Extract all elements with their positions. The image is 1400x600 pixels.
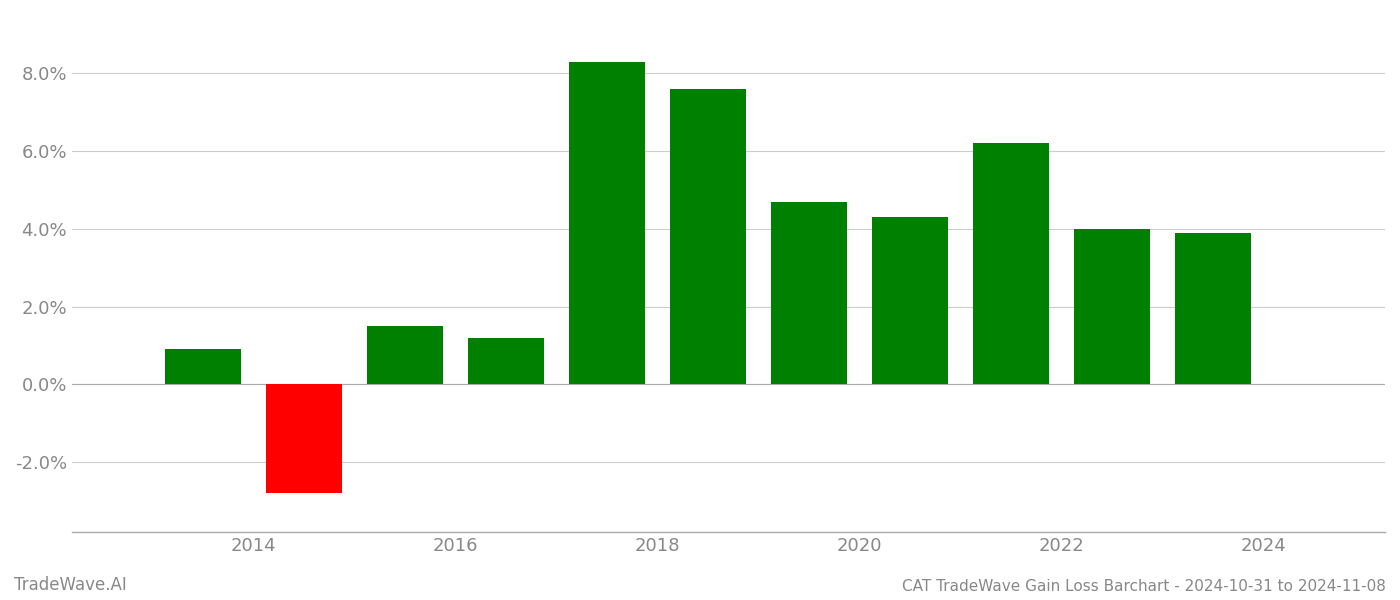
Bar (1074, 229, 1151, 385)
Bar (165, 349, 241, 385)
Text: TradeWave.AI: TradeWave.AI (14, 576, 127, 594)
Bar (872, 217, 948, 385)
Bar (1176, 233, 1252, 385)
Bar (469, 338, 545, 385)
Bar (671, 89, 746, 385)
Bar (367, 326, 444, 385)
Text: CAT TradeWave Gain Loss Barchart - 2024-10-31 to 2024-11-08: CAT TradeWave Gain Loss Barchart - 2024-… (902, 579, 1386, 594)
Bar (771, 202, 847, 385)
Bar (973, 143, 1049, 385)
Bar (570, 62, 645, 385)
Bar (266, 385, 342, 493)
